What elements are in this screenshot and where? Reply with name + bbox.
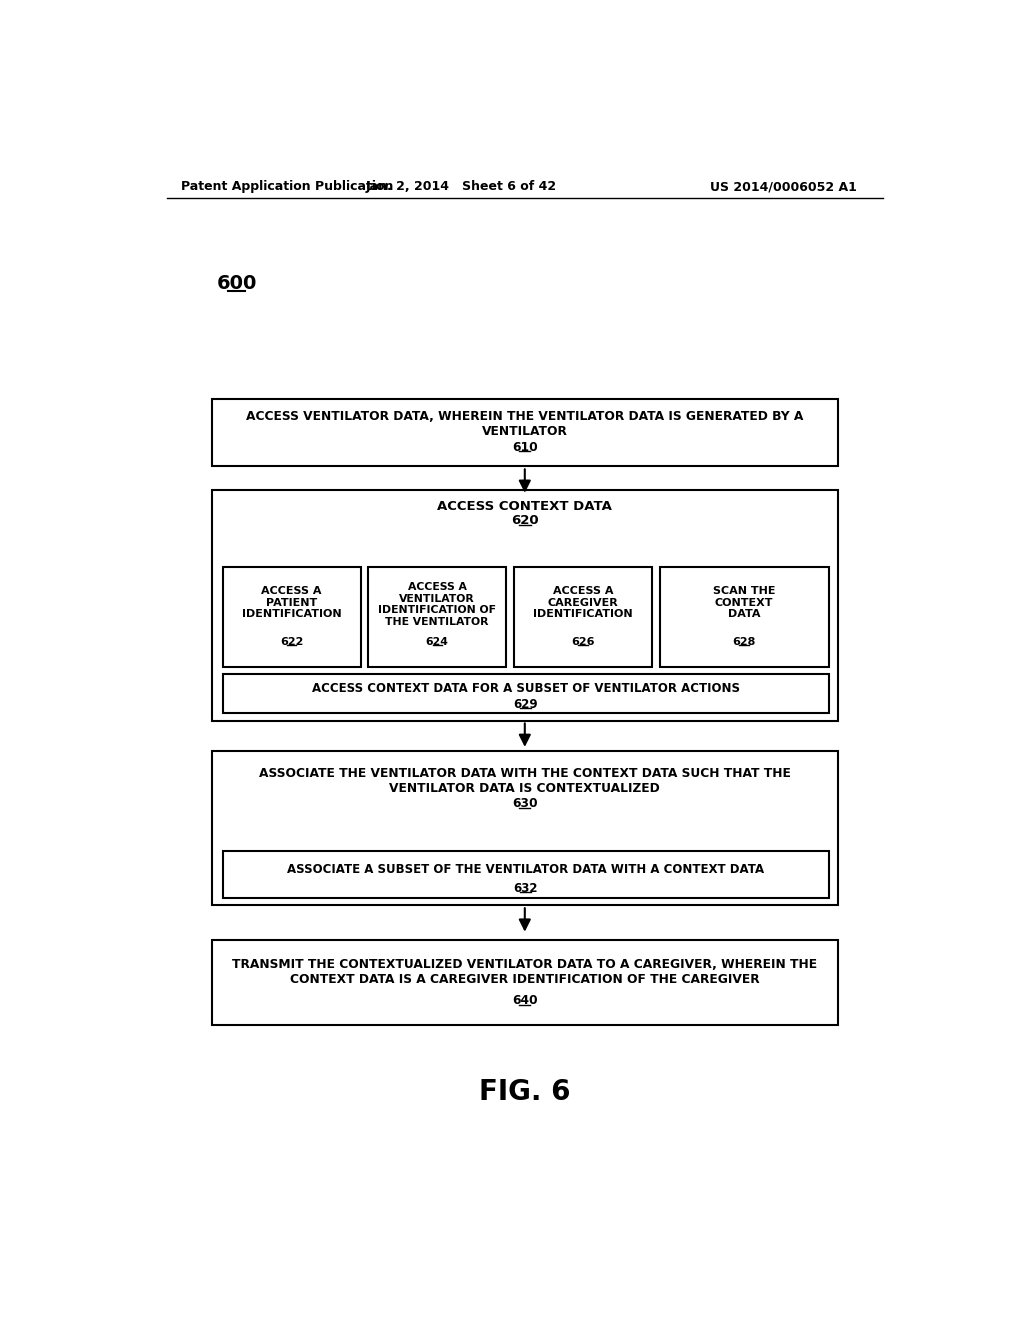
Text: ACCESS CONTEXT DATA FOR A SUBSET OF VENTILATOR ACTIONS: ACCESS CONTEXT DATA FOR A SUBSET OF VENT… — [311, 682, 739, 696]
Text: 640: 640 — [512, 994, 538, 1007]
Text: Jan. 2, 2014   Sheet 6 of 42: Jan. 2, 2014 Sheet 6 of 42 — [366, 181, 557, 194]
Text: ASSOCIATE THE VENTILATOR DATA WITH THE CONTEXT DATA SUCH THAT THE
VENTILATOR DAT: ASSOCIATE THE VENTILATOR DATA WITH THE C… — [259, 767, 791, 795]
Text: Patent Application Publication: Patent Application Publication — [180, 181, 393, 194]
FancyBboxPatch shape — [212, 751, 838, 906]
Text: TRANSMIT THE CONTEXTUALIZED VENTILATOR DATA TO A CAREGIVER, WHEREIN THE
CONTEXT : TRANSMIT THE CONTEXTUALIZED VENTILATOR D… — [232, 958, 817, 986]
Text: 620: 620 — [511, 513, 539, 527]
FancyBboxPatch shape — [514, 566, 652, 667]
Text: 628: 628 — [732, 636, 756, 647]
Text: 630: 630 — [512, 797, 538, 810]
Text: ACCESS A
CAREGIVER
IDENTIFICATION: ACCESS A CAREGIVER IDENTIFICATION — [534, 586, 633, 619]
Text: SCAN THE
CONTEXT
DATA: SCAN THE CONTEXT DATA — [713, 586, 775, 619]
Text: 600: 600 — [216, 273, 257, 293]
FancyBboxPatch shape — [369, 566, 506, 667]
FancyBboxPatch shape — [659, 566, 828, 667]
FancyBboxPatch shape — [222, 675, 828, 713]
FancyBboxPatch shape — [212, 490, 838, 721]
Text: ACCESS CONTEXT DATA: ACCESS CONTEXT DATA — [437, 500, 612, 513]
Text: ACCESS A
PATIENT
IDENTIFICATION: ACCESS A PATIENT IDENTIFICATION — [242, 586, 341, 619]
Text: FIG. 6: FIG. 6 — [479, 1077, 570, 1106]
Text: 610: 610 — [512, 441, 538, 454]
FancyBboxPatch shape — [222, 851, 828, 898]
FancyBboxPatch shape — [212, 940, 838, 1024]
Text: 626: 626 — [571, 636, 595, 647]
Text: 632: 632 — [513, 882, 538, 895]
FancyBboxPatch shape — [222, 566, 360, 667]
Text: 629: 629 — [513, 698, 538, 711]
Text: US 2014/0006052 A1: US 2014/0006052 A1 — [710, 181, 856, 194]
Text: ACCESS VENTILATOR DATA, WHEREIN THE VENTILATOR DATA IS GENERATED BY A
VENTILATOR: ACCESS VENTILATOR DATA, WHEREIN THE VENT… — [246, 411, 804, 438]
Text: ACCESS A
VENTILATOR
IDENTIFICATION OF
THE VENTILATOR: ACCESS A VENTILATOR IDENTIFICATION OF TH… — [378, 582, 497, 627]
Text: ASSOCIATE A SUBSET OF THE VENTILATOR DATA WITH A CONTEXT DATA: ASSOCIATE A SUBSET OF THE VENTILATOR DAT… — [287, 863, 764, 876]
Text: 622: 622 — [280, 636, 303, 647]
Text: 624: 624 — [426, 636, 449, 647]
FancyBboxPatch shape — [212, 399, 838, 466]
